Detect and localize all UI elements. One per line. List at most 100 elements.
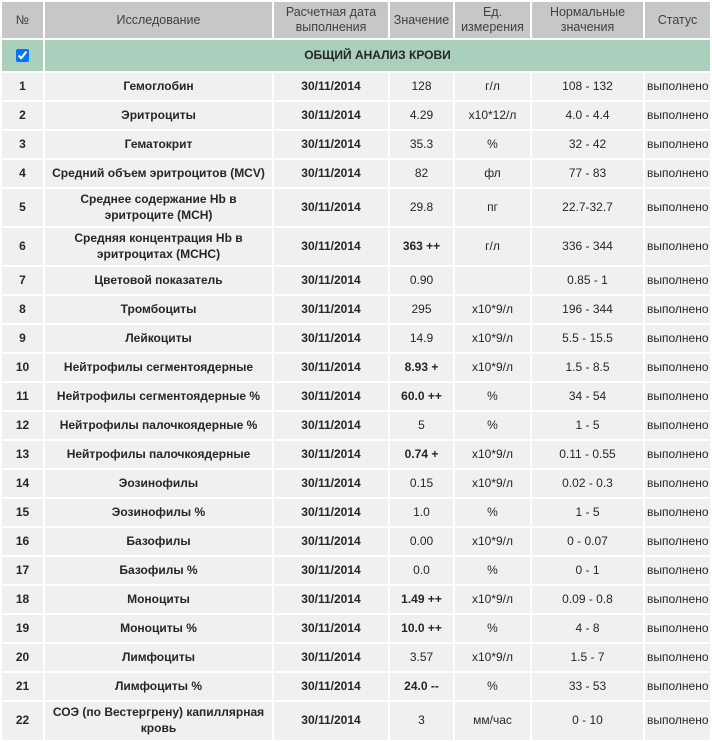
row-number: 12	[2, 412, 43, 440]
test-name: Эозинофилы %	[45, 499, 272, 527]
test-name: Моноциты	[45, 586, 272, 614]
test-unit: х10*9/л	[455, 644, 530, 672]
test-normal: 0.09 - 0.8	[532, 586, 643, 614]
row-number: 14	[2, 470, 43, 498]
test-normal: 108 - 132	[532, 73, 643, 100]
test-unit: %	[455, 131, 530, 158]
test-status: выполнено	[645, 644, 710, 672]
row-number: 7	[2, 267, 43, 295]
row-number: 8	[2, 296, 43, 324]
test-name: Гемоглобин	[45, 73, 272, 100]
test-normal: 5.5 - 15.5	[532, 325, 643, 353]
test-name: Лейкоциты	[45, 325, 272, 353]
test-normal: 0.02 - 0.3	[532, 470, 643, 498]
test-unit: х10*9/л	[455, 586, 530, 614]
section-checkbox[interactable]	[16, 49, 29, 63]
table-row: 8 Тромбоциты 30/11/2014 295 х10*9/л 196 - 344…	[2, 296, 710, 324]
test-normal: 1 - 5	[532, 499, 643, 527]
section-row: ОБЩИЙ АНАЛИЗ КРОВИ	[2, 40, 710, 71]
row-number: 17	[2, 557, 43, 585]
test-value: 14.9	[390, 325, 453, 353]
test-status: выполнено	[645, 160, 710, 187]
test-unit: %	[455, 499, 530, 527]
test-value: 10.0 ++	[390, 615, 453, 643]
test-unit: г/л	[455, 228, 530, 266]
test-value: 0.0	[390, 557, 453, 585]
test-name: Моноциты %	[45, 615, 272, 643]
test-date: 30/11/2014	[274, 267, 388, 295]
test-normal: 0.11 - 0.55	[532, 441, 643, 469]
test-status: выполнено	[645, 586, 710, 614]
table-row: 10 Нейтрофилы сегментоядерные 30/11/2014 8.…	[2, 354, 710, 382]
test-value: 1.0	[390, 499, 453, 527]
column-header-value: Значение	[390, 2, 453, 38]
test-value: 5	[390, 412, 453, 440]
test-date: 30/11/2014	[274, 296, 388, 324]
test-date: 30/11/2014	[274, 354, 388, 382]
test-status: выполнено	[645, 412, 710, 440]
test-date: 30/11/2014	[274, 586, 388, 614]
test-date: 30/11/2014	[274, 73, 388, 100]
row-number: 21	[2, 673, 43, 701]
row-number: 13	[2, 441, 43, 469]
test-date: 30/11/2014	[274, 441, 388, 469]
test-status: выполнено	[645, 615, 710, 643]
test-normal: 0 - 1	[532, 557, 643, 585]
test-normal: 77 - 83	[532, 160, 643, 187]
test-unit: %	[455, 557, 530, 585]
test-date: 30/11/2014	[274, 615, 388, 643]
test-name: Тромбоциты	[45, 296, 272, 324]
test-normal: 34 - 54	[532, 383, 643, 411]
table-row: 4 Средний объем эритроцитов (MCV) 30/11/20…	[2, 160, 710, 187]
test-normal: 336 - 344	[532, 228, 643, 266]
test-unit: %	[455, 412, 530, 440]
test-normal: 4.0 - 4.4	[532, 102, 643, 129]
test-name: Эозинофилы	[45, 470, 272, 498]
test-name: Средняя концентрация Hb в эритроцитах (M…	[45, 228, 272, 266]
test-status: выполнено	[645, 383, 710, 411]
test-status: выполнено	[645, 441, 710, 469]
test-date: 30/11/2014	[274, 325, 388, 353]
test-name: Базофилы %	[45, 557, 272, 585]
test-value: 60.0 ++	[390, 383, 453, 411]
test-status: выполнено	[645, 470, 710, 498]
test-date: 30/11/2014	[274, 557, 388, 585]
test-date: 30/11/2014	[274, 673, 388, 701]
table-row: 22 СОЭ (по Вестергрену) капиллярная кровь…	[2, 702, 710, 740]
test-date: 30/11/2014	[274, 160, 388, 187]
table-row: 16 Базофилы 30/11/2014 0.00 х10*9/л 0 - 0.07 в…	[2, 528, 710, 556]
test-value: 3	[390, 702, 453, 740]
test-normal: 1 - 5	[532, 412, 643, 440]
row-number: 1	[2, 73, 43, 100]
test-value: 3.57	[390, 644, 453, 672]
test-value: 8.93 +	[390, 354, 453, 382]
test-value: 35.3	[390, 131, 453, 158]
test-value: 1.49 ++	[390, 586, 453, 614]
row-number: 20	[2, 644, 43, 672]
test-unit: х10*9/л	[455, 296, 530, 324]
section-title: ОБЩИЙ АНАЛИЗ КРОВИ	[45, 40, 710, 71]
test-value: 24.0 --	[390, 673, 453, 701]
table-row: 7 Цветовой показатель 30/11/2014 0.90 0.85 -…	[2, 267, 710, 295]
row-number: 2	[2, 102, 43, 129]
table-row: 17 Базофилы % 30/11/2014 0.0% 0 - 1 выполнено	[2, 557, 710, 585]
column-header-normal: Нормальные значения	[532, 2, 643, 38]
test-name: Эритроциты	[45, 102, 272, 129]
test-name: Лимфоциты %	[45, 673, 272, 701]
table-row: 1 Гемоглобин 30/11/2014 128 г/л 108 - 132 выпо…	[2, 73, 710, 100]
test-normal: 1.5 - 8.5	[532, 354, 643, 382]
test-status: выполнено	[645, 354, 710, 382]
test-value: 4.29	[390, 102, 453, 129]
test-name: Среднее содержание Hb в эритроците (MCH)	[45, 189, 272, 227]
table-row: 3 Гематокрит 30/11/2014 35.3% 32 - 42 выполне…	[2, 131, 710, 158]
test-normal: 0 - 0.07	[532, 528, 643, 556]
table-row: 9 Лейкоциты 30/11/2014 14.9 х10*9/л 5.5 - 15.…	[2, 325, 710, 353]
test-unit: х10*9/л	[455, 325, 530, 353]
test-status: выполнено	[645, 73, 710, 100]
table-row: 2 Эритроциты 30/11/2014 4.29 х10*12/л 4.0 - 4…	[2, 102, 710, 129]
test-name: СОЭ (по Вестергрену) капиллярная кровь	[45, 702, 272, 740]
row-number: 11	[2, 383, 43, 411]
row-number: 19	[2, 615, 43, 643]
test-name: Средний объем эритроцитов (MCV)	[45, 160, 272, 187]
